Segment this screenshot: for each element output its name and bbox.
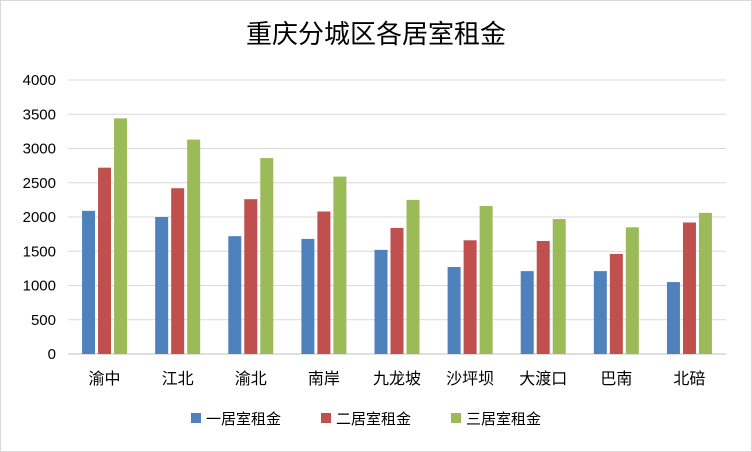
x-category-label: 九龙坡 bbox=[373, 369, 421, 388]
bar bbox=[447, 267, 461, 354]
bar bbox=[244, 199, 258, 354]
bar bbox=[406, 199, 420, 354]
bar bbox=[698, 212, 712, 354]
bar bbox=[82, 210, 96, 354]
x-category-label: 南岸 bbox=[308, 369, 340, 388]
bar bbox=[463, 240, 477, 354]
bar bbox=[609, 253, 623, 354]
bar bbox=[114, 118, 128, 354]
x-category-label: 沙坪坝 bbox=[446, 369, 494, 388]
x-category-label: 渝北 bbox=[235, 369, 267, 388]
bar bbox=[390, 227, 404, 354]
bar bbox=[333, 176, 347, 354]
bar bbox=[171, 188, 185, 354]
x-category-label: 渝中 bbox=[89, 369, 121, 388]
legend-label: 三居室租金 bbox=[466, 410, 541, 428]
legend-swatch bbox=[451, 413, 461, 423]
bar bbox=[479, 206, 493, 354]
bar bbox=[666, 282, 680, 354]
chart-title: 重庆分城区各居室租金 bbox=[246, 20, 506, 50]
bar bbox=[593, 271, 607, 354]
y-tick-label: 1500 bbox=[23, 243, 56, 260]
y-tick-label: 1000 bbox=[23, 278, 56, 295]
y-tick-label: 3000 bbox=[23, 141, 56, 158]
bar bbox=[536, 240, 550, 354]
bar bbox=[187, 139, 201, 354]
legend-swatch bbox=[191, 413, 201, 423]
bar bbox=[317, 211, 331, 354]
bar bbox=[260, 158, 274, 354]
y-tick-label: 2000 bbox=[23, 209, 56, 226]
x-category-label: 江北 bbox=[162, 369, 194, 388]
bars bbox=[82, 118, 712, 354]
x-category-label: 北碚 bbox=[673, 369, 705, 388]
legend-label: 二居室租金 bbox=[336, 410, 411, 428]
bar bbox=[301, 238, 315, 354]
bar bbox=[228, 236, 242, 354]
bar bbox=[520, 271, 534, 354]
y-tick-label: 500 bbox=[31, 312, 56, 329]
y-tick-label: 2500 bbox=[23, 175, 56, 192]
y-axis-ticks: 0 500 1000 1500 2000 2500 3000 3500 4000 bbox=[23, 72, 56, 363]
legend-label: 一居室租金 bbox=[206, 410, 281, 428]
x-category-label: 大渡口 bbox=[519, 369, 567, 388]
y-tick-label: 3500 bbox=[23, 106, 56, 123]
bar bbox=[155, 217, 169, 354]
bar bbox=[552, 219, 566, 354]
legend-swatch bbox=[321, 413, 331, 423]
y-tick-label: 0 bbox=[48, 346, 56, 363]
bar bbox=[98, 167, 112, 354]
bar bbox=[682, 222, 696, 354]
bar bbox=[625, 227, 639, 354]
legend: 一居室租金 二居室租金 三居室租金 bbox=[191, 410, 541, 428]
y-tick-label: 4000 bbox=[23, 72, 56, 89]
x-axis-categories: 渝中 江北 渝北 南岸 九龙坡 沙坪坝 大渡口 巴南 北碚 bbox=[89, 369, 706, 388]
x-category-label: 巴南 bbox=[600, 369, 632, 388]
bar bbox=[374, 249, 388, 354]
